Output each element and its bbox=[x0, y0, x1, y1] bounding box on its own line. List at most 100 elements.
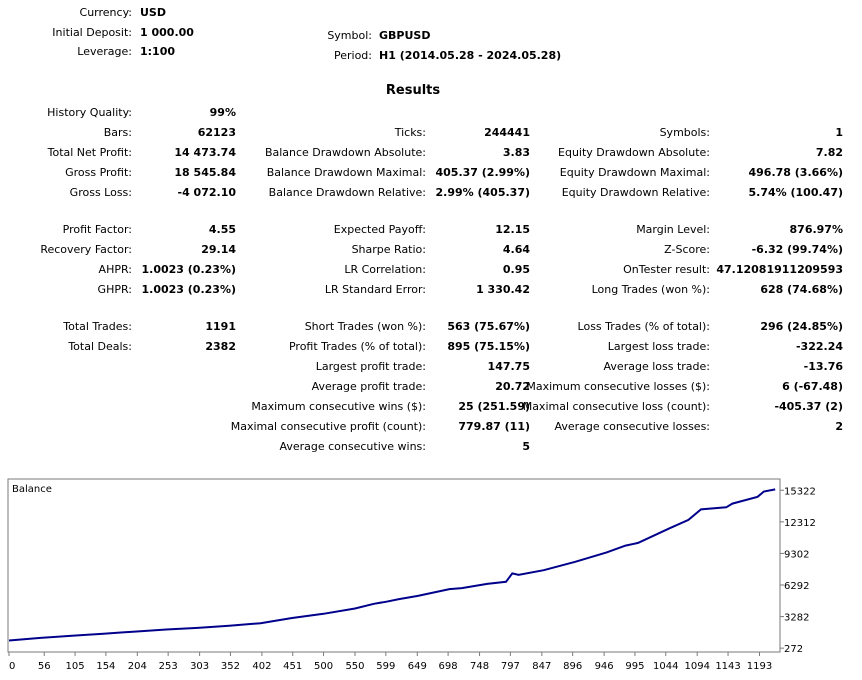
stat-label: GHPR: bbox=[97, 283, 132, 296]
stat-label: LR Standard Error: bbox=[324, 283, 426, 296]
stat-label: Long Trades (won %): bbox=[591, 283, 710, 296]
x-tick-label: 847 bbox=[532, 661, 551, 672]
stat-value: 0.95 bbox=[502, 263, 530, 276]
stat-value: 7.82 bbox=[815, 146, 843, 159]
stat-value: 296 (24.85%) bbox=[760, 320, 843, 333]
stat-value: 628 (74.68%) bbox=[760, 283, 843, 296]
stat-value: 20.72 bbox=[495, 380, 530, 393]
stat-value: -4 072.10 bbox=[177, 186, 237, 199]
stat-value: 1 330.42 bbox=[476, 283, 530, 296]
x-tick-label: 995 bbox=[625, 661, 644, 672]
stat-value: 496.78 (3.66%) bbox=[748, 166, 844, 179]
balance-series-line bbox=[8, 488, 776, 642]
stat-label: Recovery Factor: bbox=[40, 243, 132, 256]
x-tick-label: 649 bbox=[408, 661, 427, 672]
stat-label: Margin Level: bbox=[636, 223, 710, 236]
symbol-value: GBPUSD bbox=[379, 29, 431, 42]
stat-label: Balance Drawdown Absolute: bbox=[264, 146, 426, 159]
stat-label: Profit Factor: bbox=[62, 223, 132, 236]
y-tick-label: 6292 bbox=[784, 581, 809, 592]
stat-label: Bars: bbox=[103, 126, 132, 139]
x-tick-label: 1143 bbox=[715, 661, 740, 672]
stat-label: Balance Drawdown Maximal: bbox=[266, 166, 426, 179]
stat-value: 1191 bbox=[205, 320, 236, 333]
stat-label: Ticks: bbox=[394, 126, 426, 139]
deposit-label: Initial Deposit: bbox=[52, 26, 132, 39]
stat-value: 14 473.74 bbox=[174, 146, 236, 159]
stat-value: 1.0023 (0.23%) bbox=[141, 263, 237, 276]
stat-label: Expected Payoff: bbox=[333, 223, 426, 236]
stat-value: 4.64 bbox=[502, 243, 530, 256]
stat-value: 4.55 bbox=[208, 223, 236, 236]
stat-label: Equity Drawdown Maximal: bbox=[559, 166, 710, 179]
y-tick-label: 12312 bbox=[784, 518, 816, 529]
stat-label: History Quality: bbox=[47, 106, 132, 119]
stat-value: 895 (75.15%) bbox=[447, 340, 530, 353]
x-tick-label: 1193 bbox=[747, 661, 772, 672]
leverage-label: Leverage: bbox=[77, 45, 132, 58]
stat-value: 99% bbox=[209, 106, 236, 119]
x-tick-label: 105 bbox=[66, 661, 85, 672]
stat-label: Total Trades: bbox=[63, 320, 132, 333]
stat-value: 779.87 (11) bbox=[458, 420, 530, 433]
x-tick-label: 0 bbox=[9, 661, 15, 672]
x-tick-label: 451 bbox=[283, 661, 302, 672]
stat-label: Equity Drawdown Absolute: bbox=[558, 146, 710, 159]
stat-value: -13.76 bbox=[803, 360, 843, 373]
chart-plot-area bbox=[7, 478, 781, 653]
stat-label: Total Deals: bbox=[68, 340, 132, 353]
period-label: Period: bbox=[333, 49, 372, 62]
stat-value: 147.75 bbox=[487, 360, 530, 373]
stat-label: Maximal consecutive loss (count): bbox=[522, 400, 710, 413]
stat-value: 47.12081911209593 bbox=[716, 263, 843, 276]
deposit-value: 1 000.00 bbox=[140, 26, 194, 39]
x-tick-label: 896 bbox=[563, 661, 582, 672]
stat-label: Loss Trades (% of total): bbox=[577, 320, 710, 333]
y-tick-label: 9302 bbox=[784, 549, 809, 560]
y-tick-label: 3282 bbox=[784, 613, 809, 624]
stat-label: Symbols: bbox=[659, 126, 710, 139]
x-tick-label: 946 bbox=[595, 661, 614, 672]
stat-value: 1 bbox=[835, 126, 843, 139]
stat-value: -405.37 (2) bbox=[774, 400, 843, 413]
stat-label: Gross Loss: bbox=[69, 186, 132, 199]
stat-label: Z-Score: bbox=[664, 243, 710, 256]
stat-label: Largest profit trade: bbox=[315, 360, 426, 373]
y-tick-label: 272 bbox=[784, 644, 803, 655]
y-tick-label: 15322 bbox=[784, 486, 816, 497]
stat-value: 563 (75.67%) bbox=[447, 320, 530, 333]
stat-value: 25 (251.59) bbox=[458, 400, 530, 413]
x-tick-label: 599 bbox=[376, 661, 395, 672]
period-value: H1 (2014.05.28 - 2024.05.28) bbox=[379, 49, 562, 62]
stat-label: Maximum consecutive wins ($): bbox=[251, 400, 426, 413]
stat-label: Total Net Profit: bbox=[47, 146, 132, 159]
stat-value: 2382 bbox=[205, 340, 236, 353]
stat-label: Maximal consecutive profit (count): bbox=[230, 420, 426, 433]
stat-value: 6 (-67.48) bbox=[782, 380, 843, 393]
stat-label: Profit Trades (% of total): bbox=[288, 340, 426, 353]
y-axis: 272 3282 6292 9302 12312 15322 bbox=[780, 486, 816, 655]
stat-label: Gross Profit: bbox=[65, 166, 132, 179]
x-tick-label: 550 bbox=[345, 661, 364, 672]
x-tick-label: 748 bbox=[470, 661, 489, 672]
stat-value: 5 bbox=[522, 440, 530, 453]
stat-label: LR Correlation: bbox=[344, 263, 426, 276]
x-tick-label: 154 bbox=[96, 661, 115, 672]
stat-label: Average consecutive losses: bbox=[554, 420, 710, 433]
stat-value: 3.83 bbox=[502, 146, 530, 159]
currency-value: USD bbox=[140, 6, 166, 19]
symbol-label: Symbol: bbox=[327, 29, 372, 42]
stat-label: Largest loss trade: bbox=[607, 340, 710, 353]
stat-value: -6.32 (99.74%) bbox=[751, 243, 843, 256]
x-tick-label: 56 bbox=[38, 661, 51, 672]
stat-value: 18 545.84 bbox=[174, 166, 236, 179]
stat-value: 405.37 (2.99%) bbox=[435, 166, 531, 179]
stat-label: Average consecutive wins: bbox=[279, 440, 426, 453]
stat-label: Sharpe Ratio: bbox=[351, 243, 426, 256]
stat-value: 29.14 bbox=[201, 243, 236, 256]
stat-value: 1.0023 (0.23%) bbox=[141, 283, 237, 296]
chart-title: Balance bbox=[12, 484, 52, 495]
stat-label: Balance Drawdown Relative: bbox=[268, 186, 426, 199]
stat-label: Short Trades (won %): bbox=[304, 320, 426, 333]
